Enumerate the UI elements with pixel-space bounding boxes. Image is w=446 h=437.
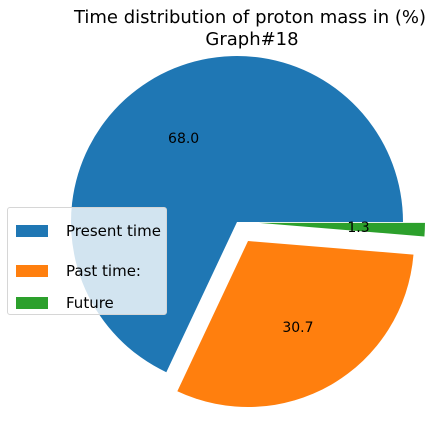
legend-swatch-past-time — [16, 265, 48, 277]
legend-swatch-future — [16, 297, 48, 309]
chart-legend: Present time Past time: Future — [7, 207, 167, 315]
chart-subtitle: Graph#18 — [205, 29, 298, 50]
slice-value-label: 1.3 — [347, 220, 369, 236]
legend-label-past-time: Past time: — [66, 262, 141, 280]
chart-title: Time distribution of proton mass in (%) — [73, 7, 426, 28]
legend-label-present-time: Present time — [66, 222, 161, 240]
slice-value-label: 68.0 — [168, 131, 199, 147]
legend-label-future: Future — [66, 294, 114, 312]
pie-slice-past-time — [177, 241, 414, 408]
pie-slice-future — [258, 222, 425, 237]
legend-swatch-present-time — [16, 225, 48, 237]
slice-value-label: 30.7 — [282, 320, 313, 336]
